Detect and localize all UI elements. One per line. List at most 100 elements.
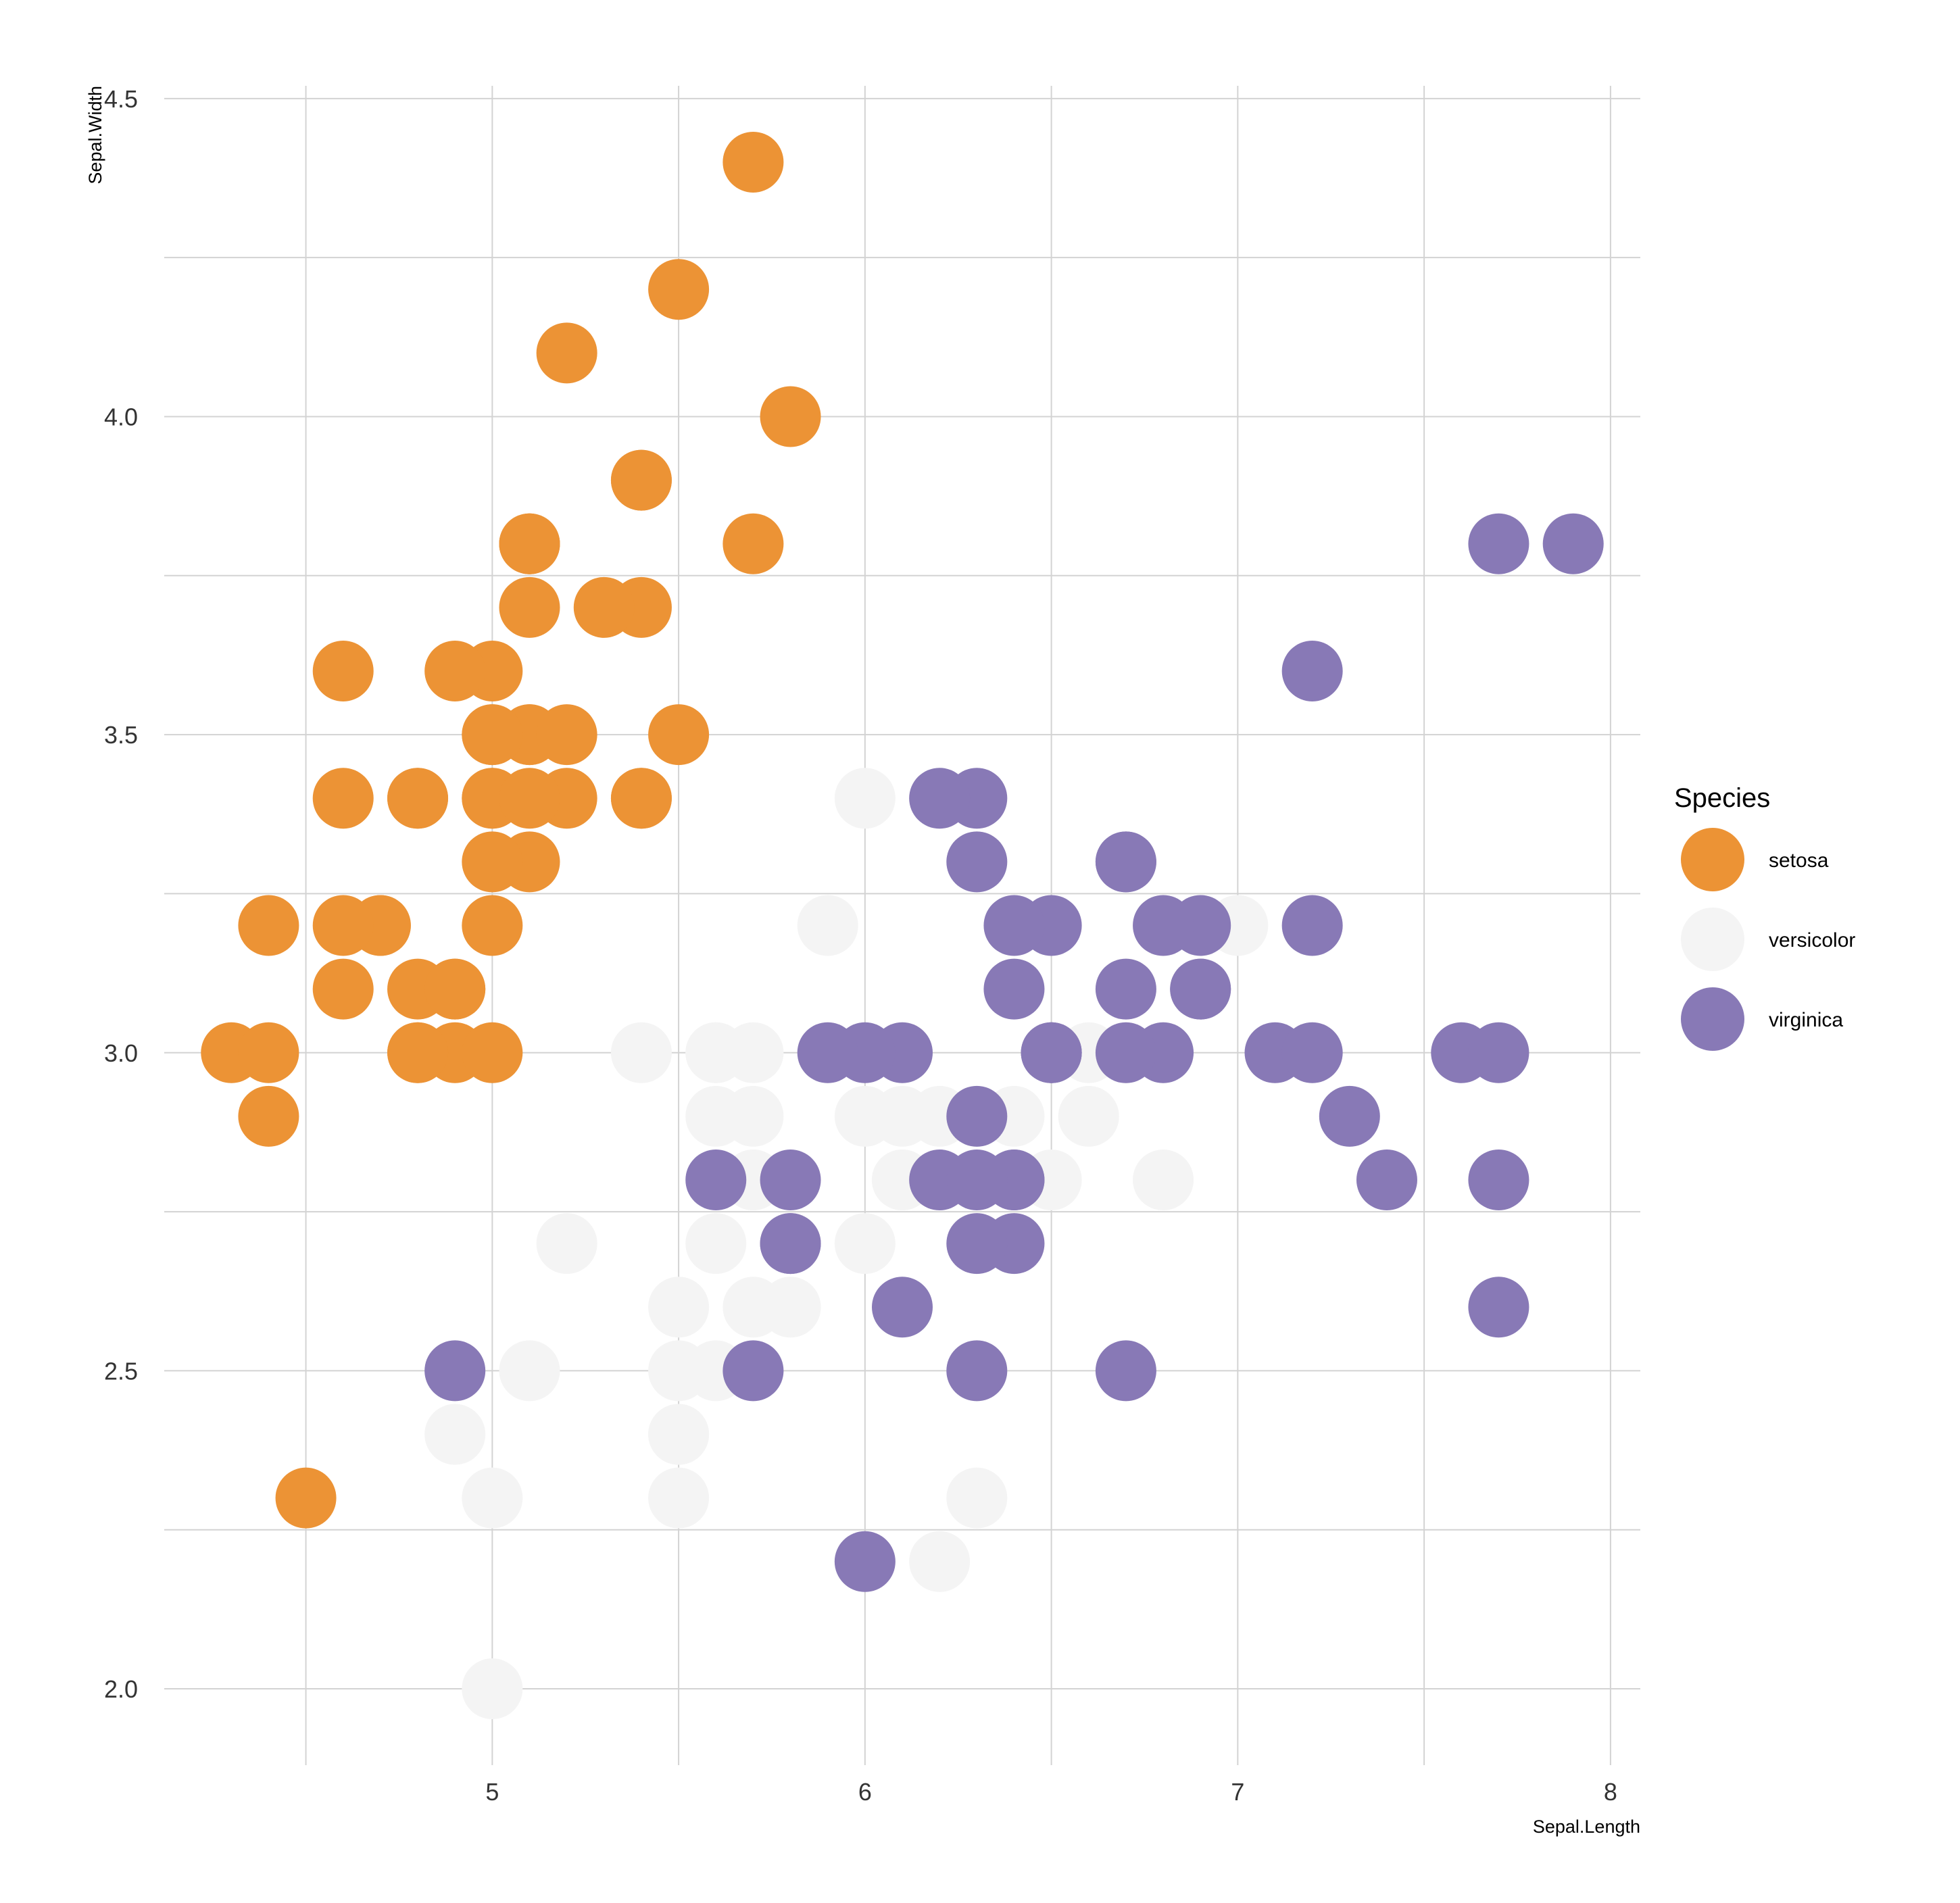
point-versicolor: [648, 1404, 710, 1465]
point-versicolor: [424, 1404, 486, 1465]
point-virginica: [946, 1213, 1008, 1275]
point-versicolor: [648, 1277, 710, 1338]
x-tick-label: 6: [858, 1778, 872, 1806]
y-tick-label: 2.5: [104, 1357, 138, 1385]
point-virginica: [946, 831, 1008, 893]
point-virginica: [1281, 895, 1343, 956]
point-virginica: [946, 1085, 1008, 1147]
point-virginica: [722, 1340, 784, 1402]
point-setosa: [238, 1022, 299, 1083]
point-virginica: [1468, 1277, 1529, 1338]
x-tick-label: 5: [485, 1778, 499, 1806]
point-virginica: [1133, 895, 1194, 956]
y-tick-label: 4.5: [104, 85, 138, 113]
point-setosa: [238, 895, 299, 956]
data-points: [201, 131, 1604, 1720]
point-setosa: [648, 259, 710, 320]
point-versicolor: [760, 1277, 821, 1338]
point-versicolor: [834, 768, 896, 829]
legend: Species setosa versicolor virginica: [1674, 783, 1855, 1051]
point-virginica: [983, 895, 1045, 956]
point-virginica: [1281, 1022, 1343, 1083]
point-setosa: [499, 513, 560, 574]
point-versicolor: [685, 1213, 747, 1275]
point-virginica: [834, 1531, 896, 1592]
point-setosa: [275, 1467, 337, 1529]
point-versicolor: [610, 1022, 672, 1083]
point-versicolor: [797, 895, 858, 956]
point-virginica: [1095, 1022, 1156, 1083]
point-setosa: [238, 1085, 299, 1147]
point-setosa: [312, 640, 374, 701]
point-versicolor: [946, 1467, 1008, 1529]
point-virginica: [1095, 1340, 1156, 1402]
legend-label-setosa: setosa: [1769, 849, 1829, 872]
point-setosa: [387, 768, 449, 829]
x-tick-label: 8: [1604, 1778, 1617, 1806]
y-tick-label: 3.0: [104, 1039, 138, 1067]
point-virginica: [1095, 831, 1156, 893]
point-virginica: [1468, 513, 1529, 574]
gridlines: [164, 86, 1640, 1765]
point-versicolor: [722, 1085, 784, 1147]
point-setosa: [610, 768, 672, 829]
point-setosa: [462, 831, 523, 893]
point-versicolor: [462, 1658, 523, 1720]
point-virginica: [1319, 1085, 1380, 1147]
legend-key-setosa: [1681, 828, 1744, 891]
tick-labels: 5 6 7 8 2.0 2.5 3.0 3.5 4.0 4.5: [104, 85, 1617, 1806]
point-versicolor: [834, 1213, 896, 1275]
point-setosa: [573, 576, 635, 638]
y-axis-label: Sepal.Width: [85, 86, 105, 184]
legend-label-virginica: virginica: [1769, 1009, 1843, 1031]
point-virginica: [1468, 1150, 1529, 1211]
point-versicolor: [648, 1340, 710, 1402]
point-virginica: [1095, 958, 1156, 1020]
y-tick-label: 3.5: [104, 721, 138, 749]
point-virginica: [946, 1340, 1008, 1402]
point-versicolor: [462, 1467, 523, 1529]
point-versicolor: [909, 1531, 971, 1592]
point-virginica: [760, 1150, 821, 1211]
point-setosa: [536, 322, 597, 384]
point-setosa: [312, 895, 374, 956]
legend-label-versicolor: versicolor: [1769, 929, 1855, 952]
point-setosa: [722, 513, 784, 574]
point-setosa: [424, 640, 486, 701]
point-virginica: [424, 1340, 486, 1402]
x-tick-label: 7: [1231, 1778, 1244, 1806]
y-tick-label: 4.0: [104, 403, 138, 430]
point-versicolor: [536, 1213, 597, 1275]
point-virginica: [946, 1150, 1008, 1211]
y-tick-label: 2.0: [104, 1675, 138, 1703]
point-setosa: [499, 576, 560, 638]
point-virginica: [685, 1150, 747, 1211]
point-setosa: [424, 958, 486, 1020]
point-versicolor: [1133, 1150, 1194, 1211]
point-virginica: [1468, 1022, 1529, 1083]
point-setosa: [312, 768, 374, 829]
point-virginica: [1021, 1022, 1082, 1083]
point-setosa: [648, 704, 710, 766]
point-virginica: [1281, 640, 1343, 701]
point-virginica: [797, 1022, 858, 1083]
point-setosa: [312, 958, 374, 1020]
legend-key-versicolor: [1681, 908, 1744, 971]
point-setosa: [760, 386, 821, 447]
point-setosa: [462, 1022, 523, 1083]
point-virginica: [983, 958, 1045, 1020]
point-setosa: [536, 704, 597, 766]
point-versicolor: [834, 1085, 896, 1147]
point-virginica: [1542, 513, 1604, 574]
point-versicolor: [499, 1340, 560, 1402]
point-setosa: [462, 895, 523, 956]
point-virginica: [760, 1213, 821, 1275]
point-setosa: [610, 449, 672, 511]
point-versicolor: [722, 1022, 784, 1083]
point-virginica: [1170, 958, 1231, 1020]
point-virginica: [1356, 1150, 1417, 1211]
point-setosa: [462, 704, 523, 766]
legend-title: Species: [1674, 783, 1770, 813]
legend-key-virginica: [1681, 987, 1744, 1051]
point-setosa: [722, 131, 784, 193]
